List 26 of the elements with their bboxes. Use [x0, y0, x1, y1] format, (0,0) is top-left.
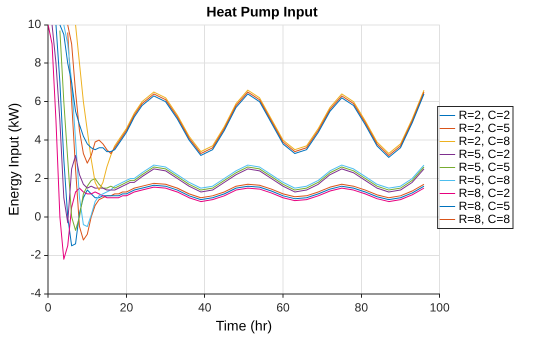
legend-label: R=5, C=5 [458, 160, 510, 174]
y-axis-title: Energy Input (kW) [5, 102, 22, 216]
legend-label: R=5, C=2 [458, 146, 510, 161]
y-tick-label: 0 [34, 209, 42, 224]
x-axis-title: Time (hr) [216, 317, 272, 334]
x-tick-label: 60 [276, 300, 290, 314]
y-tick-label: -2 [30, 248, 42, 262]
y-tick-label: 8 [34, 56, 42, 70]
x-tick-label: 40 [198, 300, 212, 314]
x-tick-label: 0 [44, 300, 52, 314]
x-tick-label: 100 [430, 300, 450, 314]
legend-label: R=2, C=2 [458, 108, 510, 122]
y-tick-label: 10 [28, 17, 42, 32]
x-tick-label: 20 [120, 300, 134, 314]
y-tick-label: -4 [30, 286, 42, 300]
y-tick-label: 4 [34, 132, 42, 146]
legend-label: R=2, C=8 [458, 134, 510, 148]
x-tick-label: 80 [354, 300, 368, 314]
legend-label: R=8, C=2 [458, 186, 510, 200]
legend-label: R=8, C=8 [458, 212, 510, 226]
y-tick-label: 6 [34, 94, 42, 108]
legend-label: R=2, C=5 [458, 120, 510, 135]
legend-label: R=5, C=8 [458, 172, 510, 187]
y-tick-label: 2 [34, 170, 42, 185]
legend-label: R=8, C=5 [458, 198, 510, 213]
chart-title: Heat Pump Input [206, 3, 318, 20]
